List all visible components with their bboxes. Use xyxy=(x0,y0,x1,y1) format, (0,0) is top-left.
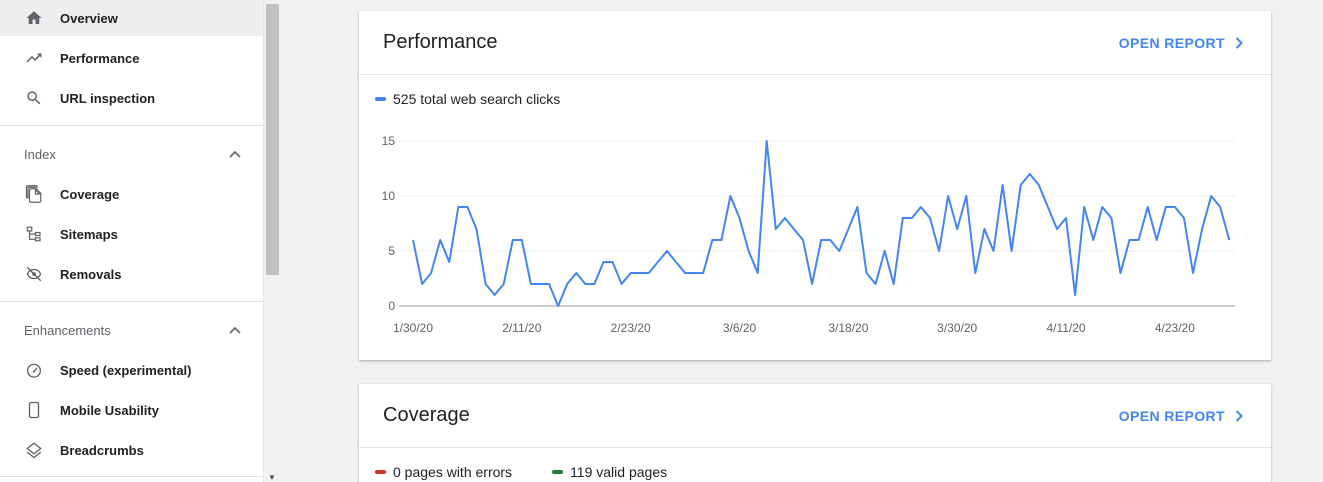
section-header-index[interactable]: Index xyxy=(0,134,263,174)
divider xyxy=(0,125,263,126)
chevron-right-icon xyxy=(1235,36,1247,50)
main-content: Performance OPEN REPORT 525 total web se… xyxy=(281,0,1323,482)
legend-label: 525 total web search clicks xyxy=(393,91,561,107)
x-tick-label: 2/11/20 xyxy=(502,321,541,335)
sidebar-scrollbar[interactable]: ▼ xyxy=(263,0,280,482)
chart-legend: 525 total web search clicks xyxy=(359,75,1271,107)
sidebar-item-label: Performance xyxy=(60,50,140,66)
open-report-label: OPEN REPORT xyxy=(1118,34,1225,51)
open-report-label: OPEN REPORT xyxy=(1118,407,1225,424)
sidebar-item-overview[interactable]: Overview xyxy=(0,0,263,36)
legend-valid-label: 119 valid pages xyxy=(570,464,668,480)
legend-valid: 119 valid pages xyxy=(552,464,667,480)
legend-errors: 0 pages with errors xyxy=(375,464,512,480)
sidebar-item-label: Sitemaps xyxy=(60,226,118,242)
sidebar-item-label: Breadcrumbs xyxy=(60,442,144,458)
performance-card: Performance OPEN REPORT 525 total web se… xyxy=(359,11,1271,360)
x-tick-label: 2/23/20 xyxy=(611,321,651,335)
sidebar-item-url-inspection[interactable]: URL inspection xyxy=(0,78,263,118)
card-header: Coverage OPEN REPORT xyxy=(359,384,1271,448)
layers-icon xyxy=(24,440,44,460)
sidebar-item-breadcrumbs[interactable]: Breadcrumbs xyxy=(0,430,263,470)
home-icon xyxy=(24,8,44,28)
visibility-off-icon xyxy=(24,264,44,284)
sidebar: Overview Performance URL inspection Inde… xyxy=(0,0,263,482)
sidebar-item-label: Coverage xyxy=(60,186,120,202)
scroll-down-arrow-icon[interactable]: ▼ xyxy=(268,473,276,482)
scrollbar-thumb[interactable] xyxy=(266,4,279,275)
section-header-enhancements[interactable]: Enhancements xyxy=(0,310,263,350)
x-tick-label: 3/6/20 xyxy=(723,321,757,335)
y-tick-label: 5 xyxy=(388,244,395,258)
sidebar-item-removals[interactable]: Removals xyxy=(0,254,263,294)
x-tick-label: 4/11/20 xyxy=(1046,321,1085,335)
x-tick-label: 1/30/20 xyxy=(393,321,433,335)
sidebar-item-mobile-usability[interactable]: Mobile Usability xyxy=(0,390,263,430)
sidebar-item-label: Removals xyxy=(60,266,122,282)
chevron-up-icon[interactable] xyxy=(227,146,243,162)
coverage-legend: 0 pages with errors 119 valid pages xyxy=(359,448,1271,480)
sidebar-item-speed[interactable]: Speed (experimental) xyxy=(0,350,263,390)
sidebar-item-label: Speed (experimental) xyxy=(60,362,192,378)
speedometer-icon xyxy=(24,360,44,380)
card-header: Performance OPEN REPORT xyxy=(359,11,1271,75)
trending-up-icon xyxy=(24,48,44,68)
divider xyxy=(0,301,263,302)
sidebar-item-label: Mobile Usability xyxy=(60,402,159,418)
sidebar-item-label: URL inspection xyxy=(60,90,156,106)
legend-swatch-valid xyxy=(552,470,564,474)
clicks-line-chart: 0 5 10 15 1/30/20 2/11/20 2/23/20 3/6/20 3/18/2… xyxy=(382,134,1235,335)
open-report-button[interactable]: OPEN REPORT xyxy=(1119,35,1247,51)
legend-swatch xyxy=(375,97,386,101)
y-tick-label: 15 xyxy=(382,134,396,148)
coverage-card: Coverage OPEN REPORT 0 pages with errors… xyxy=(359,384,1271,482)
chevron-up-icon[interactable] xyxy=(227,322,243,338)
sitemap-icon xyxy=(24,224,44,244)
chevron-right-icon xyxy=(1235,409,1247,423)
section-label: Index xyxy=(24,146,56,162)
smartphone-icon xyxy=(24,400,44,420)
y-tick-label: 10 xyxy=(382,189,396,203)
x-tick-label: 3/18/20 xyxy=(828,321,868,335)
section-label: Enhancements xyxy=(24,322,111,338)
file-copy-icon xyxy=(24,184,44,204)
open-report-button[interactable]: OPEN REPORT xyxy=(1119,408,1247,424)
x-tick-label: 3/30/20 xyxy=(937,321,977,335)
clicks-series-line xyxy=(412,140,1231,307)
search-icon xyxy=(24,88,44,108)
card-title: Performance xyxy=(383,31,498,53)
card-title: Coverage xyxy=(383,404,470,426)
x-tick-label: 4/23/20 xyxy=(1155,321,1195,335)
divider xyxy=(0,476,263,477)
sidebar-item-sitemaps[interactable]: Sitemaps xyxy=(0,214,263,254)
y-tick-label: 0 xyxy=(388,299,395,313)
legend-errors-label: 0 pages with errors xyxy=(393,464,513,480)
sidebar-item-label: Overview xyxy=(60,10,118,26)
sidebar-item-coverage[interactable]: Coverage xyxy=(0,174,263,214)
sidebar-item-performance[interactable]: Performance xyxy=(0,38,263,78)
legend-swatch-error xyxy=(375,470,386,474)
